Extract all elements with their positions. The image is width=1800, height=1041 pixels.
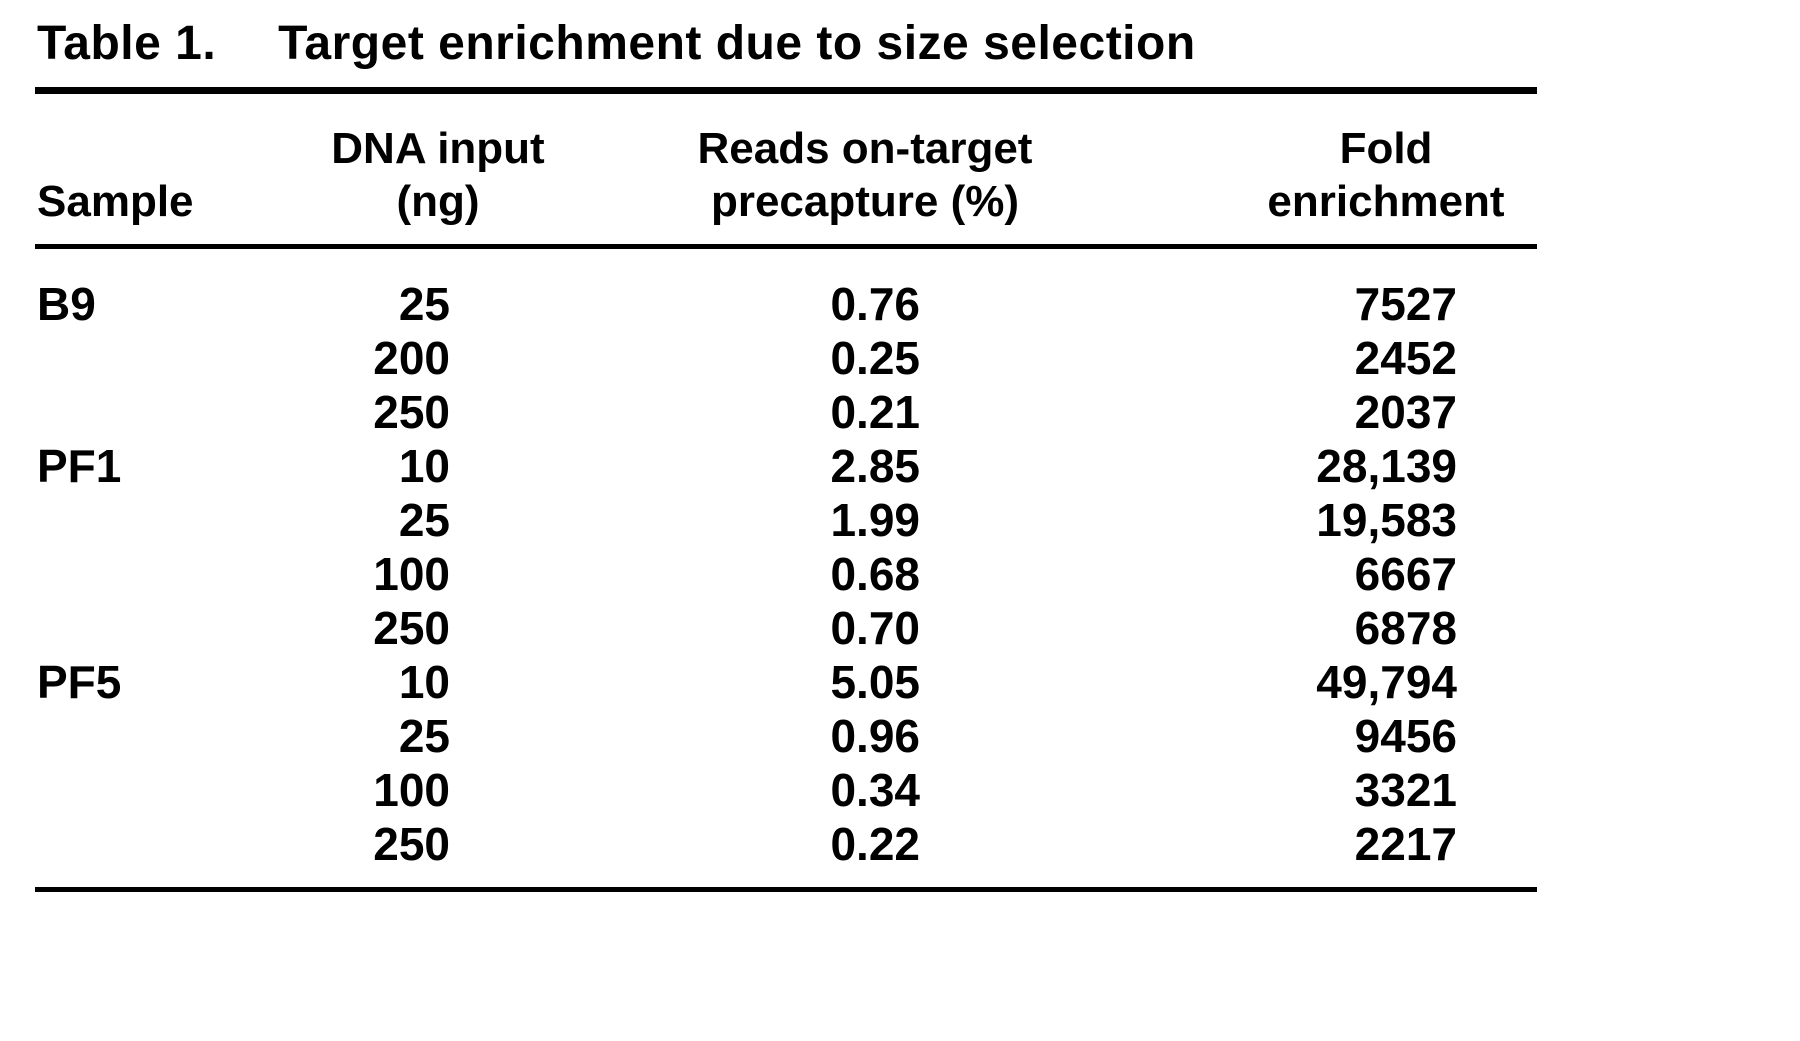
cell-dna-input: 25: [398, 278, 450, 330]
table-label: Table 1.: [37, 17, 217, 70]
cell-dna-input: 250: [373, 602, 450, 654]
cell-sample: [35, 601, 255, 655]
table-row: PF5 10 5.05 49,794: [35, 655, 1537, 709]
cell-sample: [35, 493, 255, 547]
table-row: 25 0.96 9456: [35, 709, 1537, 763]
cell-sample: PF5: [37, 656, 122, 708]
cell-fold-enrichment: 7527: [1354, 278, 1457, 330]
table-caption: Target enrichment due to size selection: [278, 17, 1196, 70]
table-body: B9 25 0.76 7527 200 0.25 2452 250 0.21 2…: [35, 249, 1537, 871]
cell-dna-input: 10: [398, 656, 450, 708]
rule-table-bottom: [35, 887, 1537, 892]
cell-reads-on-target: 0.70: [830, 602, 920, 654]
table-title-row: Table 1. Target enrichment due to size s…: [35, 16, 1537, 71]
cell-dna-input: 100: [373, 764, 450, 816]
table-row: 25 1.99 19,583: [35, 493, 1537, 547]
column-header-reads-on-target: Reads on-target precapture (%): [585, 122, 1145, 228]
rule-below-header: [35, 244, 1537, 249]
table-row: PF1 10 2.85 28,139: [35, 439, 1537, 493]
cell-dna-input: 25: [398, 710, 450, 762]
cell-dna-input: 100: [373, 548, 450, 600]
cell-fold-enrichment: 2037: [1354, 386, 1457, 438]
cell-reads-on-target: 0.76: [830, 278, 920, 330]
cell-sample: [35, 817, 255, 871]
cell-sample: PF1: [37, 440, 122, 492]
cell-dna-input: 25: [398, 494, 450, 546]
cell-dna-input: 250: [373, 818, 450, 870]
table-row: 250 0.22 2217: [35, 817, 1537, 871]
cell-fold-enrichment: 6878: [1354, 602, 1457, 654]
column-header-fold-line2: enrichment: [1267, 177, 1505, 226]
column-header-reads-line1: Reads on-target: [697, 124, 1033, 173]
cell-sample: [35, 385, 255, 439]
cell-sample: B9: [37, 278, 96, 330]
cell-sample: [35, 763, 255, 817]
column-header-sample-text: Sample: [37, 177, 194, 226]
table-row: 250 0.70 6878: [35, 601, 1537, 655]
cell-reads-on-target: 0.96: [830, 710, 920, 762]
cell-fold-enrichment: 28,139: [1316, 440, 1457, 492]
table-header-row: Sample DNA input (ng) Reads on-target pr…: [35, 94, 1537, 244]
column-header-dna-line2: (ng): [396, 177, 480, 226]
table-row: B9 25 0.76 7527: [35, 277, 1537, 331]
cell-reads-on-target: 0.68: [830, 548, 920, 600]
cell-fold-enrichment: 19,583: [1316, 494, 1457, 546]
cell-reads-on-target: 0.21: [830, 386, 920, 438]
cell-reads-on-target: 0.22: [830, 818, 920, 870]
cell-reads-on-target: 0.25: [830, 332, 920, 384]
cell-sample: [35, 709, 255, 763]
table-row: 100 0.34 3321: [35, 763, 1537, 817]
cell-fold-enrichment: 49,794: [1316, 656, 1457, 708]
table-row: 250 0.21 2037: [35, 385, 1537, 439]
column-header-dna-input: DNA input (ng): [255, 122, 585, 228]
cell-dna-input: 200: [373, 332, 450, 384]
table-1: Table 1. Target enrichment due to size s…: [35, 16, 1537, 892]
cell-fold-enrichment: 2452: [1354, 332, 1457, 384]
column-header-reads-line2: precapture (%): [710, 177, 1020, 226]
cell-sample: [35, 547, 255, 601]
rule-below-title: [35, 87, 1537, 94]
cell-reads-on-target: 1.99: [830, 494, 920, 546]
column-header-fold-enrichment: Fold enrichment: [1145, 122, 1537, 228]
table-row: 200 0.25 2452: [35, 331, 1537, 385]
cell-dna-input: 250: [373, 386, 450, 438]
cell-reads-on-target: 2.85: [830, 440, 920, 492]
cell-fold-enrichment: 6667: [1354, 548, 1457, 600]
cell-fold-enrichment: 3321: [1354, 764, 1457, 816]
cell-fold-enrichment: 2217: [1354, 818, 1457, 870]
table-row: 100 0.68 6667: [35, 547, 1537, 601]
column-header-sample: Sample: [35, 175, 255, 228]
cell-reads-on-target: 0.34: [830, 764, 920, 816]
cell-fold-enrichment: 9456: [1354, 710, 1457, 762]
column-header-dna-line1: DNA input: [331, 124, 545, 173]
cell-sample: [35, 331, 255, 385]
cell-dna-input: 10: [398, 440, 450, 492]
column-header-fold-line1: Fold: [1339, 124, 1433, 173]
cell-reads-on-target: 5.05: [830, 656, 920, 708]
